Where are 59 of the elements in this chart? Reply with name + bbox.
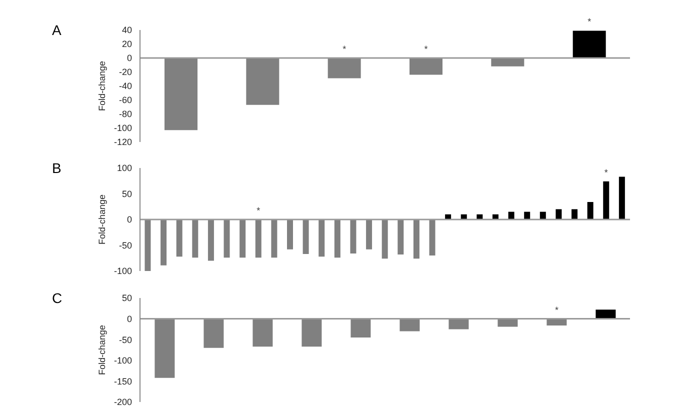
bar [508, 212, 514, 220]
bar [572, 209, 578, 220]
bar [413, 220, 420, 259]
y-tick-label: -40 [118, 81, 132, 92]
bar [524, 212, 530, 220]
y-tick-label: 20 [122, 39, 132, 50]
bar [302, 220, 309, 254]
bar [240, 220, 246, 258]
bar [366, 220, 372, 250]
bar [318, 220, 325, 257]
bar [350, 220, 356, 254]
bar [255, 220, 262, 258]
y-tick-label: 40 [122, 25, 132, 36]
y-tick-label: 50 [122, 188, 132, 199]
bar [144, 220, 151, 271]
y-tick-label: -80 [118, 109, 132, 120]
bar [429, 220, 436, 256]
y-tick-label: 100 [116, 163, 132, 174]
bar [271, 220, 278, 258]
data-label: * [424, 44, 428, 54]
chart-title: C [52, 290, 62, 306]
chart-title: B [52, 160, 62, 176]
y-tick-label: -100 [114, 266, 132, 276]
bar [398, 220, 404, 255]
bar [334, 220, 340, 258]
y-tick-label: 0 [126, 53, 132, 64]
chart-title: A [52, 22, 62, 38]
data-label: * [256, 206, 261, 216]
bar [176, 220, 182, 257]
y-tick-label: -100 [114, 356, 132, 366]
bar [556, 209, 562, 220]
y-tick-label: -120 [114, 137, 132, 148]
y-tick-label: 0 [126, 214, 132, 225]
bar [287, 220, 293, 250]
y-axis-title: Fold-change [97, 324, 108, 376]
y-tick-label: -20 [118, 67, 132, 78]
bar [587, 202, 594, 220]
y-tick-label: 0 [126, 314, 132, 324]
y-tick-label: -200 [114, 397, 132, 408]
y-axis-title: Fold-change [97, 60, 108, 112]
y-tick-label: -100 [114, 123, 132, 134]
y-tick-label: 50 [122, 293, 132, 304]
bar [603, 181, 610, 220]
y-tick-label: -60 [118, 95, 132, 106]
bar [540, 212, 546, 220]
y-tick-label: -150 [114, 376, 132, 386]
bar [160, 220, 167, 266]
bar [224, 220, 230, 258]
data-label: * [342, 44, 347, 54]
bar [382, 220, 388, 259]
data-label: * [554, 304, 559, 315]
bar [618, 176, 625, 220]
bar [208, 220, 214, 261]
bar [192, 220, 198, 258]
y-axis-title: Fold-change [97, 194, 108, 245]
data-label: * [604, 167, 608, 178]
data-label: * [588, 16, 592, 27]
y-tick-label: -50 [118, 334, 132, 345]
y-tick-label: -50 [118, 240, 132, 250]
